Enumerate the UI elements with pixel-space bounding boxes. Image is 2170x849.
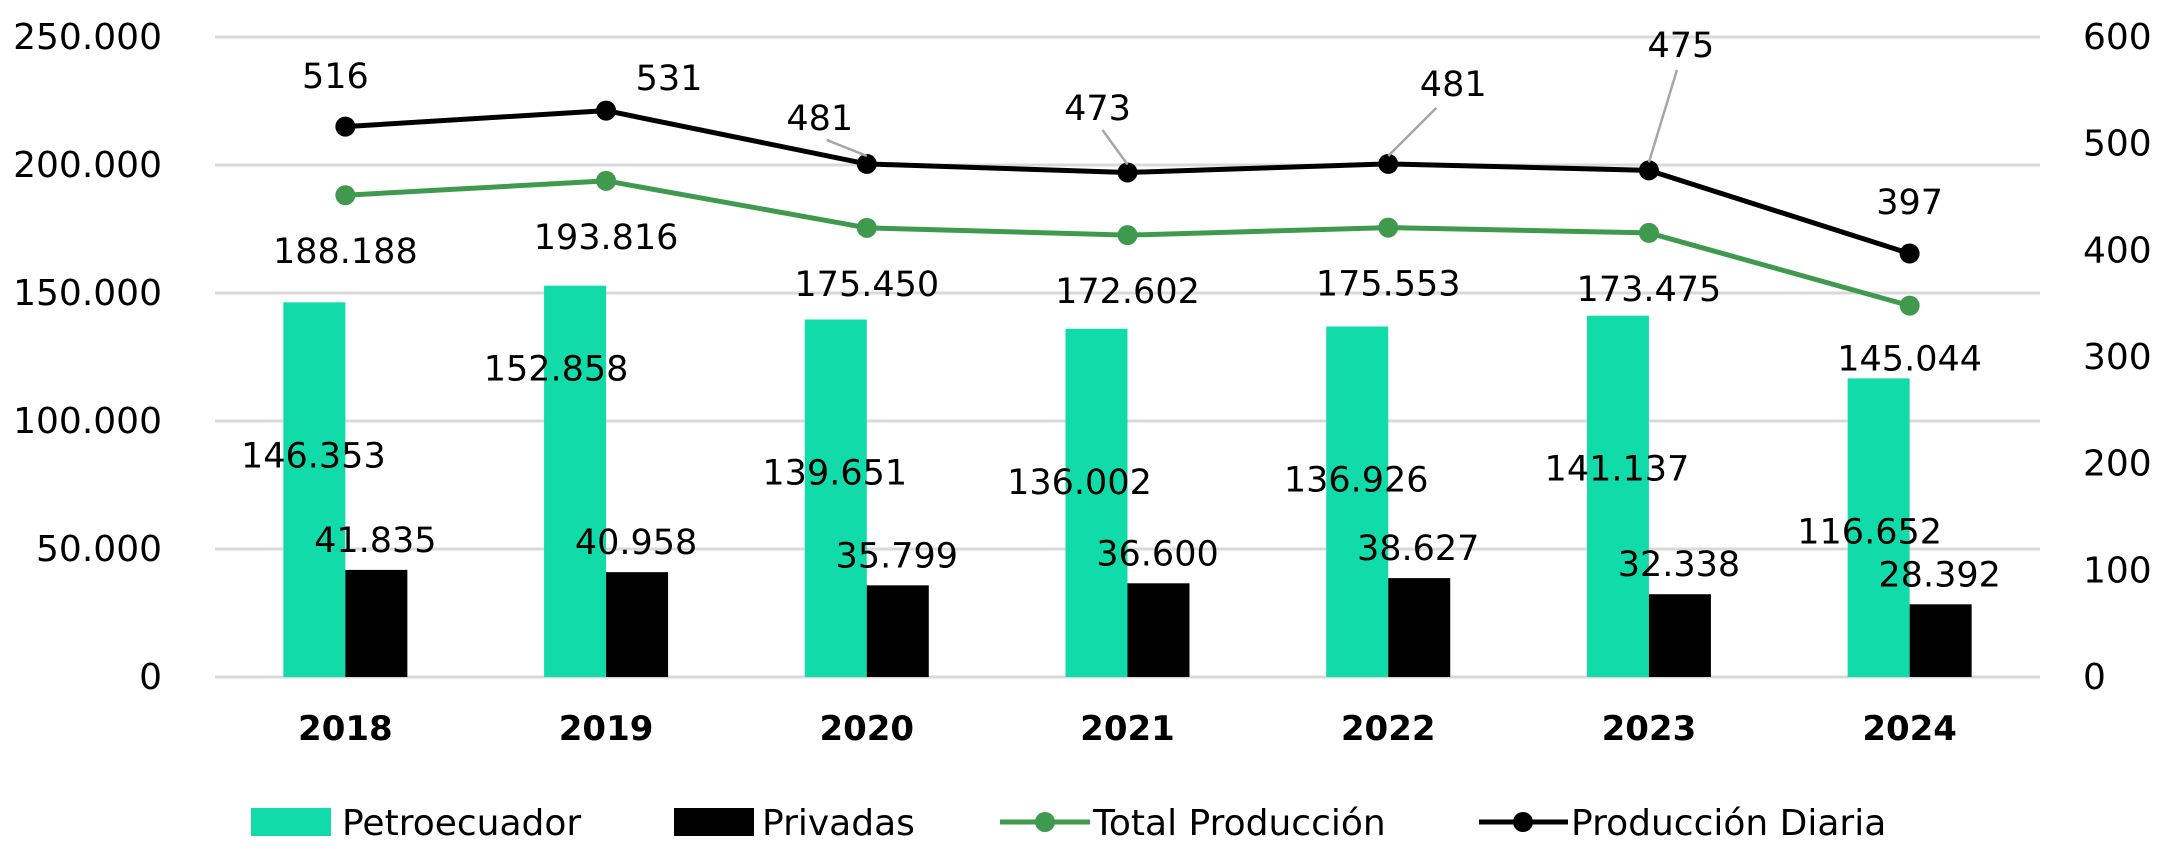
point-total-produccion xyxy=(335,185,356,206)
left-tick-label: 200.000 xyxy=(13,145,162,186)
point-produccion-diaria xyxy=(1899,243,1920,264)
label-total-produccion: 175.553 xyxy=(1316,265,1461,305)
legend-swatch-petroecuador xyxy=(251,808,331,836)
right-tick-label: 300 xyxy=(2083,337,2152,378)
category-label: 2020 xyxy=(819,709,914,749)
label-petroecuador: 139.651 xyxy=(762,453,907,493)
label-privadas: 40.958 xyxy=(575,523,697,563)
right-tick-label: 0 xyxy=(2083,657,2106,698)
category-axis: 2018 2019 2020 2021 2022 2023 2024 xyxy=(298,709,1957,749)
bars xyxy=(283,285,1972,677)
label-total-produccion: 175.450 xyxy=(794,265,939,305)
point-total-produccion xyxy=(596,170,617,191)
category-label: 2022 xyxy=(1341,709,1436,749)
right-tick-label: 600 xyxy=(2083,17,2152,58)
label-produccion-diaria: 481 xyxy=(786,99,853,139)
bar-privadas xyxy=(1127,583,1190,677)
bar-petroecuador xyxy=(1586,315,1649,677)
label-petroecuador: 146.353 xyxy=(241,436,386,476)
category-label: 2023 xyxy=(1602,709,1697,749)
point-produccion-diaria xyxy=(1117,162,1138,183)
label-produccion-diaria: 516 xyxy=(302,57,369,97)
point-produccion-diaria xyxy=(596,100,617,121)
label-total-produccion: 145.044 xyxy=(1837,340,1982,380)
category-label: 2024 xyxy=(1862,709,1957,749)
legend-label-privadas: Privadas xyxy=(762,803,915,844)
label-petroecuador: 136.926 xyxy=(1284,460,1429,500)
left-tick-label: 50.000 xyxy=(36,529,162,570)
label-privadas: 32.338 xyxy=(1618,545,1740,585)
leader-line xyxy=(826,138,868,158)
point-produccion-diaria xyxy=(335,116,356,137)
leader-line xyxy=(1101,129,1129,166)
label-produccion-diaria: 481 xyxy=(1420,65,1487,105)
right-axis: 0 100 200 300 400 500 600 xyxy=(2083,17,2152,698)
label-produccion-diaria: 531 xyxy=(636,59,703,99)
label-privadas: 41.835 xyxy=(314,521,436,561)
left-tick-label: 0 xyxy=(139,657,162,698)
bar-privadas xyxy=(1648,594,1711,677)
point-total-produccion xyxy=(1638,222,1659,243)
bar-petroecuador xyxy=(1065,328,1128,677)
label-produccion-diaria: 473 xyxy=(1064,89,1131,129)
label-petroecuador: 141.137 xyxy=(1545,450,1690,490)
point-total-produccion xyxy=(1378,217,1399,238)
label-produccion-diaria: 475 xyxy=(1648,26,1715,66)
label-privadas: 35.799 xyxy=(836,536,958,576)
bar-privadas xyxy=(606,572,669,677)
bar-petroecuador xyxy=(283,302,346,677)
left-tick-label: 150.000 xyxy=(13,273,162,314)
point-produccion-diaria xyxy=(856,153,877,174)
label-privadas: 36.600 xyxy=(1096,534,1218,574)
label-total-produccion: 173.475 xyxy=(1577,270,1722,310)
label-total-produccion: 193.816 xyxy=(534,218,679,258)
left-tick-label: 100.000 xyxy=(13,401,162,442)
bar-privadas xyxy=(1388,578,1451,677)
label-petroecuador: 136.002 xyxy=(1007,463,1152,503)
bar-privadas xyxy=(1909,604,1972,677)
label-petroecuador: 152.858 xyxy=(484,350,629,390)
point-total-produccion xyxy=(1899,295,1920,316)
right-tick-label: 500 xyxy=(2083,124,2152,165)
legend-label-petroecuador: Petroecuador xyxy=(342,803,581,844)
leader-line xyxy=(1647,69,1679,163)
category-label: 2021 xyxy=(1080,709,1175,749)
label-total-produccion: 188.188 xyxy=(273,232,418,272)
bar-petroecuador xyxy=(1847,378,1910,677)
legend-label-produccion-diaria: Producción Diaria xyxy=(1571,803,1886,844)
label-petroecuador: 116.652 xyxy=(1797,512,1942,552)
category-label: 2019 xyxy=(559,709,654,749)
legend-marker-total-produccion xyxy=(1035,812,1055,832)
bar-privadas xyxy=(345,569,408,677)
right-tick-label: 400 xyxy=(2083,230,2152,271)
point-total-produccion xyxy=(856,217,877,238)
legend-label-total-produccion: Total Producción xyxy=(1092,803,1386,844)
point-produccion-diaria xyxy=(1378,153,1399,174)
bar-petroecuador xyxy=(804,319,867,677)
label-privadas: 28.392 xyxy=(1878,555,2000,595)
legend-marker-produccion-diaria xyxy=(1513,812,1533,832)
category-label: 2018 xyxy=(298,709,393,749)
label-total-produccion: 172.602 xyxy=(1055,272,1200,312)
bar-petroecuador xyxy=(1326,326,1389,677)
right-tick-label: 200 xyxy=(2083,444,2152,485)
lines xyxy=(335,100,1920,316)
legend-swatch-privadas xyxy=(674,808,754,836)
bar-petroecuador xyxy=(544,285,607,677)
bar-privadas xyxy=(866,585,929,677)
right-tick-label: 100 xyxy=(2083,550,2152,591)
left-axis: 0 50.000 100.000 150.000 200.000 250.000 xyxy=(13,17,162,698)
point-total-produccion xyxy=(1117,225,1138,246)
legend: Petroecuador Privadas Total Producción Prod… xyxy=(251,803,1886,844)
label-produccion-diaria: 397 xyxy=(1876,183,1943,223)
left-tick-label: 250.000 xyxy=(13,17,162,58)
point-produccion-diaria xyxy=(1638,160,1659,181)
data-labels: 146.353 41.835 188.188 152.858 40.958 193.816… xyxy=(241,26,2001,595)
label-privadas: 38.627 xyxy=(1357,529,1479,569)
leader-line xyxy=(1387,107,1438,157)
